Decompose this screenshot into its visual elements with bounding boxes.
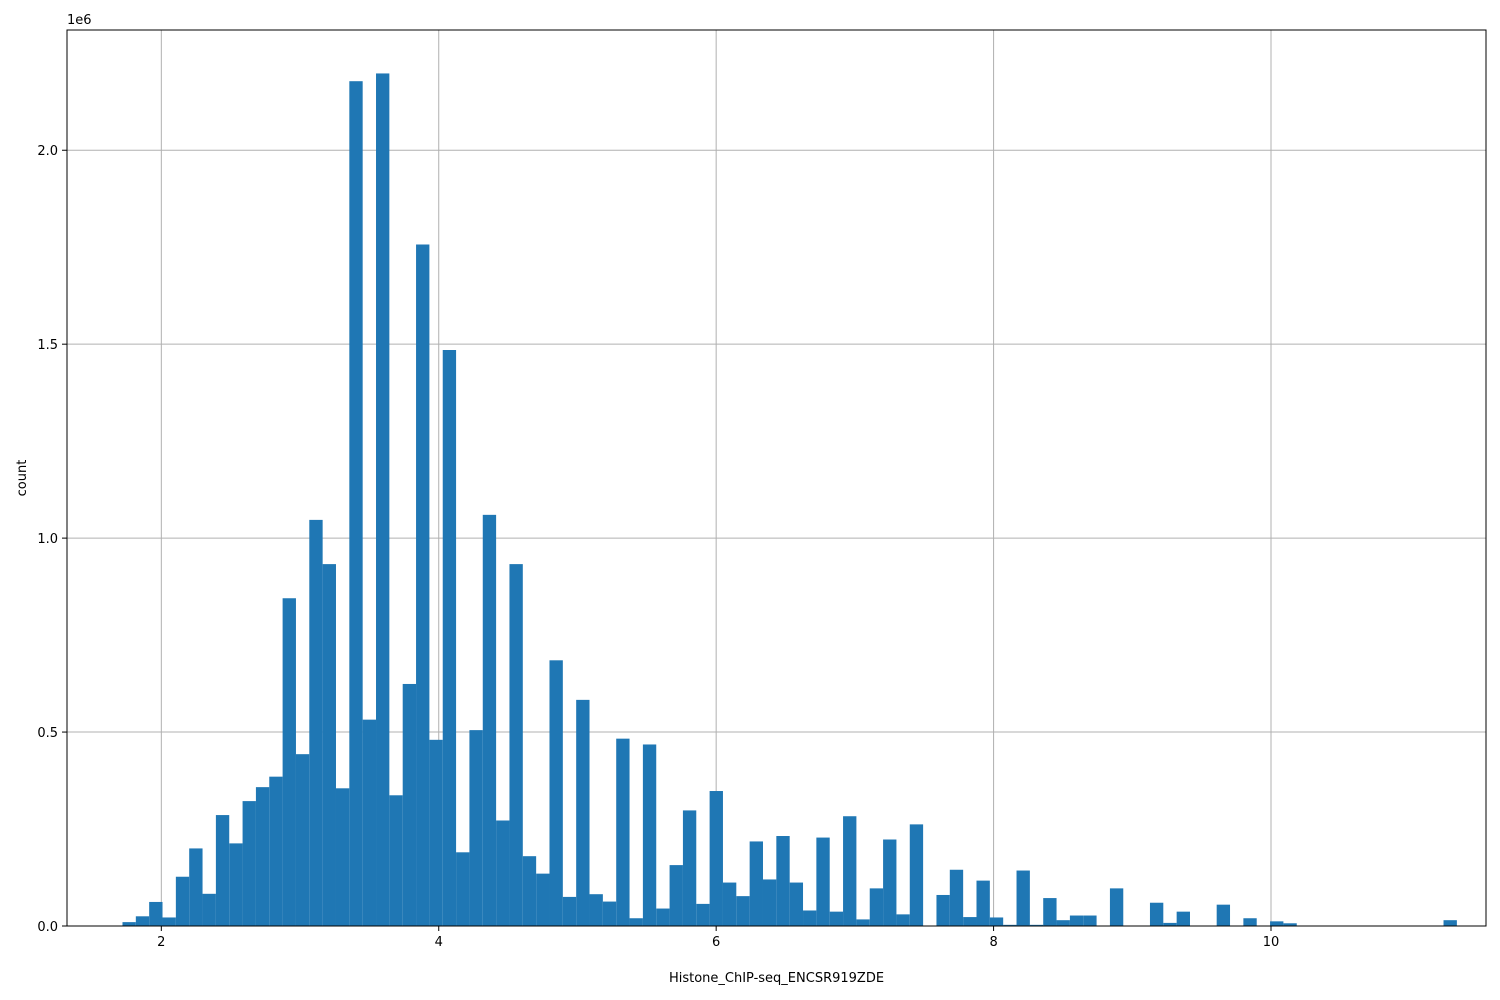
y-axis-ticks: 0.0 0.5 1.0 1.5 2.0 bbox=[37, 144, 67, 935]
histogram-bar bbox=[282, 598, 296, 926]
histogram-bar bbox=[442, 350, 457, 926]
y-tick-label: 1.0 bbox=[37, 532, 58, 547]
histogram-bar bbox=[576, 699, 590, 926]
histogram-bar bbox=[616, 738, 630, 926]
histogram-bar bbox=[749, 841, 763, 926]
histogram-bar bbox=[309, 519, 323, 926]
histogram-bar bbox=[1270, 921, 1284, 926]
x-tick-label: 6 bbox=[712, 935, 720, 950]
histogram-bar bbox=[149, 901, 163, 926]
histogram-bar bbox=[456, 852, 470, 926]
histogram-bar bbox=[295, 754, 310, 926]
histogram-bar bbox=[989, 917, 1004, 926]
histogram-bar bbox=[843, 816, 857, 926]
y-tick-label: 1.5 bbox=[37, 338, 58, 353]
histogram-bar bbox=[856, 919, 870, 926]
histogram-bar bbox=[229, 843, 243, 926]
histogram-bar bbox=[589, 894, 603, 926]
histogram-bar bbox=[963, 917, 977, 926]
histogram-bar bbox=[349, 81, 363, 926]
x-tick-label: 10 bbox=[1263, 935, 1280, 950]
histogram-bar bbox=[429, 739, 443, 926]
histogram-bar bbox=[1149, 902, 1164, 926]
histogram-bar bbox=[522, 856, 537, 926]
histogram-bar bbox=[135, 916, 150, 926]
plot-frame bbox=[66, 29, 1487, 927]
histogram-bar bbox=[642, 744, 657, 926]
histogram-bar bbox=[175, 876, 190, 926]
histogram-bar bbox=[1163, 922, 1177, 926]
histogram-bar bbox=[1069, 915, 1084, 926]
histogram-bar bbox=[402, 683, 417, 926]
y-tick-label: 0.0 bbox=[37, 920, 58, 935]
histogram-bar bbox=[389, 795, 403, 926]
histogram-bars bbox=[122, 73, 1457, 927]
histogram-bar bbox=[936, 894, 950, 926]
histogram-bar bbox=[376, 73, 390, 926]
x-tick-label: 4 bbox=[435, 935, 443, 950]
histogram-bar bbox=[509, 564, 523, 926]
x-tick-label: 8 bbox=[989, 935, 997, 950]
histogram-bar bbox=[1109, 888, 1124, 926]
histogram-bar bbox=[656, 908, 670, 926]
histogram-bar bbox=[896, 914, 910, 926]
histogram-bar bbox=[883, 839, 897, 926]
histogram-bar bbox=[1083, 915, 1097, 926]
histogram-bar bbox=[696, 903, 710, 926]
histogram-bar bbox=[469, 730, 483, 926]
histogram-bar bbox=[255, 787, 270, 926]
histogram-bar bbox=[1243, 918, 1257, 926]
histogram-bar bbox=[1443, 920, 1457, 926]
histogram-bar bbox=[416, 244, 430, 927]
histogram-bar bbox=[629, 918, 643, 926]
histogram-bar bbox=[1283, 923, 1297, 926]
histogram-bar bbox=[269, 776, 283, 926]
y-tick-label: 0.5 bbox=[37, 726, 58, 741]
histogram-bar bbox=[803, 910, 817, 926]
histogram-bar bbox=[602, 901, 617, 926]
histogram-bar bbox=[1176, 911, 1190, 926]
histogram-bar bbox=[869, 888, 884, 926]
histogram-bar bbox=[789, 882, 804, 926]
histogram-bar bbox=[829, 911, 844, 926]
histogram-bar bbox=[909, 824, 924, 926]
y-scale-label: 1e6 bbox=[67, 13, 92, 28]
histogram-bar bbox=[215, 815, 230, 926]
histogram-bar bbox=[536, 873, 550, 926]
y-axis-label: count bbox=[15, 460, 30, 497]
histogram-bar bbox=[682, 810, 697, 926]
histogram-bar bbox=[322, 564, 336, 926]
histogram-bar bbox=[722, 882, 737, 926]
histogram-bar bbox=[669, 865, 683, 926]
histogram-bar bbox=[335, 788, 350, 926]
histogram-bar bbox=[976, 880, 990, 926]
histogram-bar bbox=[736, 896, 750, 926]
histogram-bar bbox=[776, 836, 790, 926]
histogram-bar bbox=[762, 879, 777, 926]
histogram-bar bbox=[816, 837, 830, 926]
x-axis-ticks: 2 4 6 8 10 bbox=[157, 926, 1279, 950]
histogram-bar bbox=[1056, 920, 1070, 926]
histogram-bar bbox=[549, 660, 563, 926]
histogram-bar bbox=[949, 869, 964, 926]
histogram-bar bbox=[1003, 924, 1017, 926]
histogram-bar bbox=[242, 801, 256, 926]
histogram-bar bbox=[1029, 924, 1044, 926]
histogram-bar bbox=[162, 917, 176, 926]
y-tick-label: 2.0 bbox=[37, 144, 58, 159]
histogram-bar bbox=[189, 848, 203, 926]
histogram-bar bbox=[482, 514, 497, 926]
x-tick-label: 2 bbox=[157, 935, 165, 950]
histogram-bar bbox=[202, 893, 216, 926]
histogram-bar bbox=[1216, 904, 1231, 926]
histogram-bar bbox=[1016, 870, 1030, 926]
histogram-bar bbox=[496, 820, 510, 926]
histogram-bar bbox=[1043, 898, 1057, 926]
histogram-bar bbox=[122, 922, 136, 926]
histogram-bar bbox=[562, 896, 577, 926]
x-axis-label: Histone_ChIP-seq_ENCSR919ZDE bbox=[669, 971, 884, 986]
histogram-bar bbox=[362, 719, 377, 926]
histogram-bar bbox=[709, 791, 723, 926]
